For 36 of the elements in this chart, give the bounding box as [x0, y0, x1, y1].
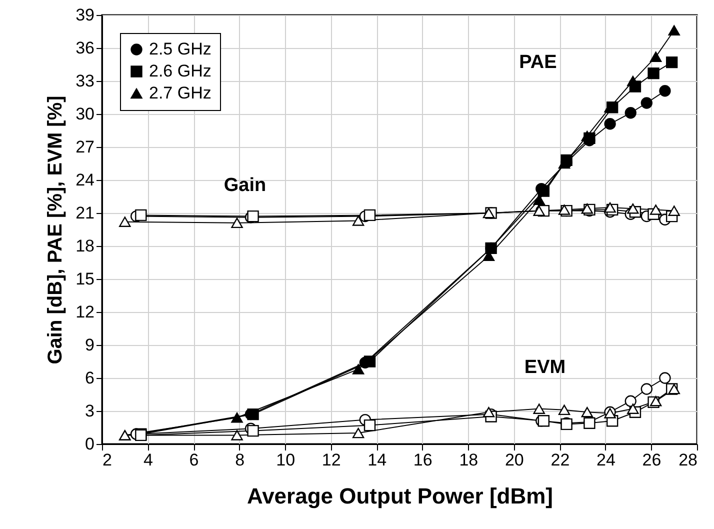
x-tick-label: 18	[459, 450, 478, 470]
y-axis-title: Gain [dB], PAE [%], EVM [%]	[44, 96, 67, 364]
x-tick-label: 24	[596, 450, 616, 470]
y-tick-label: 36	[76, 38, 94, 58]
y-tick-label: 24	[76, 170, 94, 190]
y-tick-label: 27	[76, 138, 94, 156]
x-tick-label: 12	[322, 450, 341, 470]
legend-label: 2.7 GHz	[149, 84, 212, 102]
y-tick-label: 21	[76, 204, 94, 222]
x-tick-label: 28	[678, 450, 698, 470]
x-tick-label: 4	[144, 450, 154, 470]
x-tick-label: 6	[189, 450, 199, 470]
x-tick-label: 10	[276, 450, 296, 470]
legend-label: 2.6 GHz	[149, 62, 212, 80]
y-tick-label: 12	[76, 302, 94, 322]
x-tick-label: 2	[102, 450, 112, 470]
y-tick-label: 15	[76, 270, 94, 288]
annotation: EVM	[524, 357, 566, 378]
x-tick-label: 20	[504, 450, 524, 470]
y-tick-label: 39	[76, 6, 94, 24]
x-axis-title: Average Output Power [dBm]	[247, 484, 553, 508]
y-tick-label: 9	[85, 336, 94, 354]
y-tick-label: 30	[76, 104, 94, 124]
y-tick-label: 0	[85, 434, 94, 454]
y-tick-label: 33	[76, 72, 94, 90]
x-tick-label: 26	[642, 450, 662, 470]
x-tick-label: 8	[235, 450, 245, 470]
y-tick-label: 18	[76, 236, 94, 256]
annotation: PAE	[519, 52, 557, 73]
x-tick-label: 16	[413, 450, 432, 470]
annotation: Gain	[224, 175, 266, 196]
x-tick-label: 22	[550, 450, 570, 470]
legend-label: 2.5 GHz	[149, 40, 212, 58]
y-tick-label: 3	[85, 402, 94, 420]
y-tick-label: 6	[85, 368, 94, 388]
x-tick-label: 14	[368, 450, 387, 470]
